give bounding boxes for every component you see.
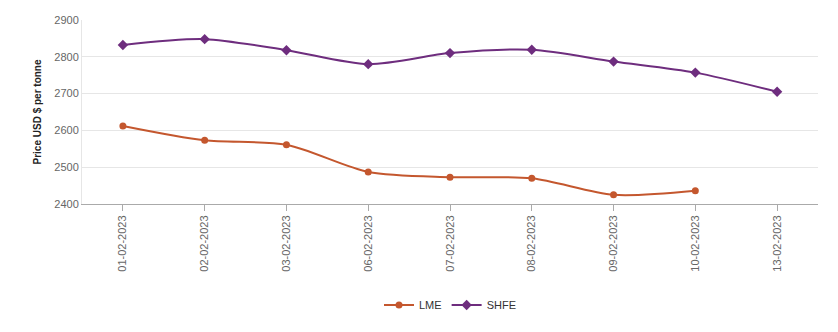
svg-text:2800: 2800 bbox=[54, 51, 78, 63]
svg-text:08-02-2023: 08-02-2023 bbox=[525, 215, 537, 271]
svg-text:06-02-2023: 06-02-2023 bbox=[362, 215, 374, 271]
svg-text:Price USD $ per tonne: Price USD $ per tonne bbox=[32, 59, 43, 164]
svg-text:13-02-2023: 13-02-2023 bbox=[771, 215, 783, 271]
svg-text:02-02-2023: 02-02-2023 bbox=[198, 215, 210, 271]
svg-text:LME: LME bbox=[419, 299, 442, 311]
svg-text:2500: 2500 bbox=[54, 161, 78, 173]
svg-text:2400: 2400 bbox=[54, 198, 78, 210]
svg-text:2700: 2700 bbox=[54, 87, 78, 99]
svg-text:01-02-2023: 01-02-2023 bbox=[116, 215, 128, 271]
svg-text:SHFE: SHFE bbox=[487, 299, 516, 311]
svg-text:10-02-2023: 10-02-2023 bbox=[689, 215, 701, 271]
svg-text:2600: 2600 bbox=[54, 124, 78, 136]
svg-text:2900: 2900 bbox=[54, 14, 78, 26]
svg-text:07-02-2023: 07-02-2023 bbox=[444, 215, 456, 271]
svg-text:03-02-2023: 03-02-2023 bbox=[280, 215, 292, 271]
svg-text:09-02-2023: 09-02-2023 bbox=[607, 215, 619, 271]
